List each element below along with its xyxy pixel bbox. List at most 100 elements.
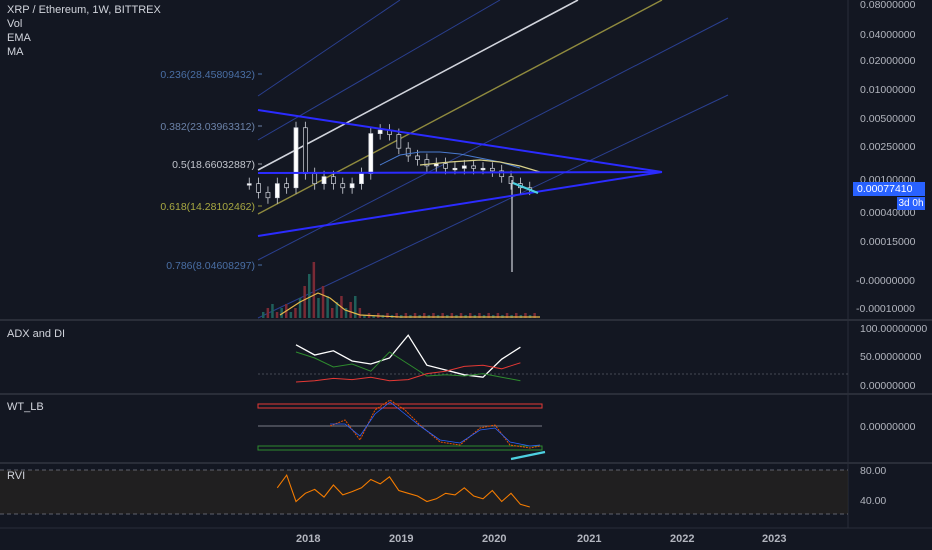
wt-oversold-band: [257, 445, 543, 451]
volume-bar: [505, 313, 509, 318]
candle-body: [396, 134, 402, 149]
indicator-ema[interactable]: EMA: [7, 32, 31, 44]
volume-bar: [496, 313, 500, 318]
volume-bar: [515, 313, 518, 318]
volume-bar: [432, 313, 435, 318]
trendline-horizontal: [257, 171, 663, 174]
volume-bar: [363, 315, 366, 318]
adx-pane[interactable]: [258, 334, 848, 383]
candle-body: [377, 129, 383, 134]
volume-bars: [262, 262, 536, 318]
price-tick: 0.00040000: [860, 207, 916, 219]
price-tick: 0.02000000: [860, 55, 916, 67]
volume-bar: [298, 298, 302, 318]
candle-body: [340, 183, 346, 189]
volume-bar: [533, 313, 536, 318]
volume-bar: [289, 312, 293, 318]
candle-body: [331, 176, 336, 185]
rvi-line: [276, 473, 530, 508]
adx-line: [295, 334, 521, 378]
wt-line-2: [330, 401, 541, 447]
wt-pane-label[interactable]: WT_LB: [7, 401, 44, 413]
pitchfork[interactable]: [257, 0, 729, 319]
indicator-vol[interactable]: Vol: [7, 18, 23, 30]
price-tick: -0.00010000: [856, 303, 915, 315]
time-axis[interactable]: 2018 2019 2020 2021 2022 2023: [0, 527, 932, 545]
volume-bar: [469, 313, 472, 318]
volume-bar: [386, 313, 389, 318]
ema-line: [379, 151, 521, 169]
di-plus-line: [295, 351, 521, 382]
fib-label-05: 0.5(18.66032887): [172, 159, 255, 171]
volume-bar: [266, 308, 270, 318]
rvi-pane-label[interactable]: RVI: [7, 470, 26, 482]
volume-bar: [450, 313, 454, 318]
adx-tick: 0.00000000: [860, 380, 916, 392]
time-tick: 2019: [389, 533, 413, 545]
price-candles[interactable]: [246, 121, 533, 204]
price-tick: 0.00500000: [860, 113, 916, 125]
wt-pane[interactable]: [257, 399, 546, 461]
candle-body: [490, 167, 495, 172]
triangle-trendlines[interactable]: [257, 109, 663, 237]
volume-bar: [404, 313, 408, 318]
fib-label-0382: 0.382(23.03963312): [160, 121, 255, 133]
volume-bar: [335, 302, 339, 318]
candle-body: [368, 133, 374, 175]
adx-tick: 100.00000000: [860, 323, 927, 335]
rvi-band: [0, 470, 848, 514]
fib-labels: 0.236(28.45809432) 0.382(23.03963312) 0.…: [160, 69, 255, 272]
price-axis[interactable]: 0.08000000 0.04000000 0.02000000 0.01000…: [856, 0, 927, 507]
rvi-tick: 80.00: [860, 465, 886, 477]
rvi-pane[interactable]: [0, 469, 848, 515]
candle-body: [415, 155, 420, 160]
rvi-tick: 40.00: [860, 495, 886, 507]
volume-bar: [423, 313, 426, 318]
candle-body: [443, 163, 448, 169]
volume-bar: [395, 313, 398, 318]
last-price-badge: 0.00077410: [853, 182, 925, 196]
candle-body: [405, 147, 411, 157]
time-tick: 2021: [577, 533, 601, 545]
bar-countdown-badge: 3d 0h: [897, 197, 925, 210]
candle-body: [452, 167, 458, 171]
volume-bar: [344, 308, 348, 318]
candle-body: [293, 127, 299, 189]
symbol-title[interactable]: XRP / Ethereum, 1W, BITTREX: [7, 4, 161, 16]
adx-pane-label[interactable]: ADX and DI: [7, 328, 66, 340]
pitchfork-outer-1: [257, 0, 401, 97]
volume-bar: [331, 308, 334, 318]
indicator-ma[interactable]: MA: [7, 46, 24, 58]
candle-body: [471, 165, 476, 169]
volume-bar: [271, 304, 274, 318]
candle-body: [274, 183, 280, 199]
volume-bar: [294, 308, 297, 318]
volume-bar: [303, 286, 306, 318]
volume-bar: [275, 312, 279, 318]
fib-label-0236: 0.236(28.45809432): [160, 69, 255, 81]
time-tick: 2018: [296, 533, 320, 545]
volume-bar: [524, 313, 527, 318]
candle-body: [349, 183, 355, 189]
pane-separators: [0, 0, 932, 528]
candle-body: [246, 183, 252, 186]
candle-body: [508, 176, 514, 185]
volume-bar: [441, 313, 444, 318]
volume-bar: [308, 274, 311, 318]
price-tick: 0.00015000: [860, 236, 916, 248]
pitchfork-outer-3: [257, 17, 729, 261]
trendline-lower: [257, 171, 663, 237]
candle-body: [480, 167, 486, 171]
wt-line-1: [329, 399, 541, 449]
time-tick: 2023: [762, 533, 786, 545]
fib-label-0618: 0.618(14.28102462): [160, 201, 255, 213]
chart-legend: XRP / Ethereum, 1W, BITTREX Vol EMA MA: [7, 3, 161, 59]
wt-overbought-band: [257, 403, 543, 409]
volume-bar: [312, 262, 316, 318]
candle-body: [303, 127, 308, 175]
candle-body: [256, 183, 261, 193]
time-tick: 2020: [482, 533, 506, 545]
candle-body: [499, 170, 505, 178]
volume-bar: [372, 315, 375, 318]
